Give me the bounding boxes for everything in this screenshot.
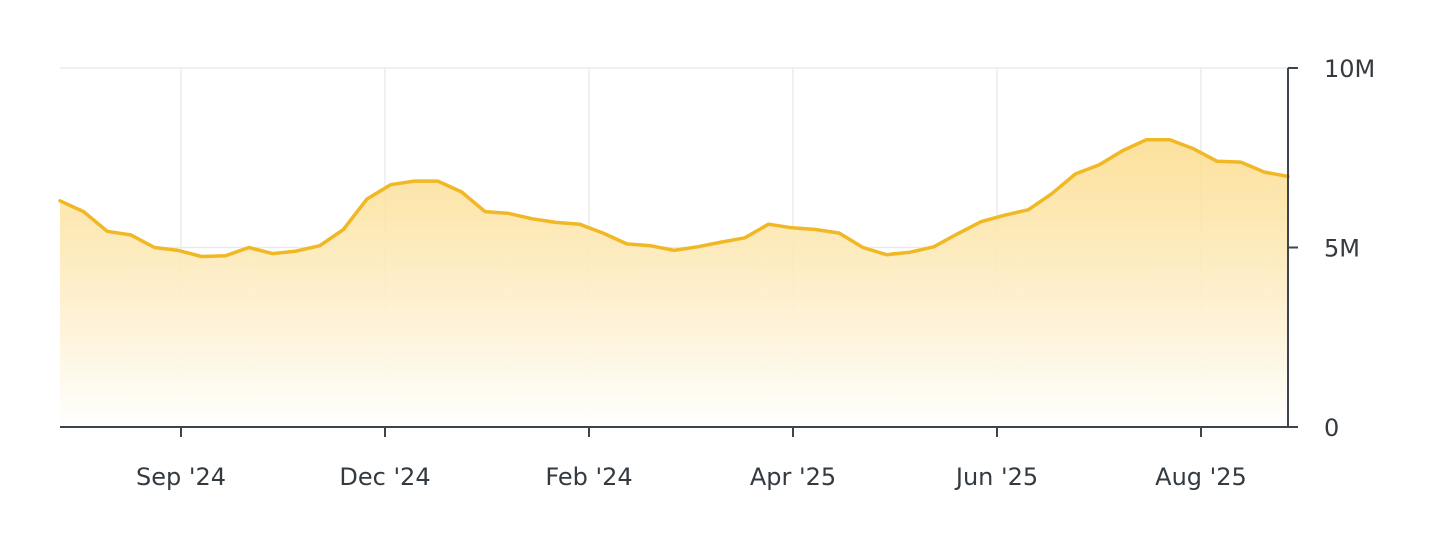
series-line [58, 138, 1290, 259]
x-tick-label: Jun '25 [954, 463, 1038, 491]
series-area-fill [60, 139, 1288, 428]
tick-labels: Sep '24 Dec '24 Feb '24 Apr '25 Jun '25 Aug '… [136, 55, 1375, 491]
x-tick-label: Sep '24 [136, 463, 226, 491]
x-tick-label: Dec '24 [339, 463, 430, 491]
axes [60, 67, 1298, 437]
x-tick-label: Aug '25 [1155, 463, 1247, 491]
y-tick-label: 10M [1324, 55, 1375, 83]
x-tick-label: Apr '25 [750, 463, 836, 491]
y-tick-label: 0 [1324, 414, 1339, 442]
series-area [58, 138, 1290, 428]
y-tick-label: 5M [1324, 235, 1360, 263]
x-tick-label: Feb '24 [545, 463, 632, 491]
